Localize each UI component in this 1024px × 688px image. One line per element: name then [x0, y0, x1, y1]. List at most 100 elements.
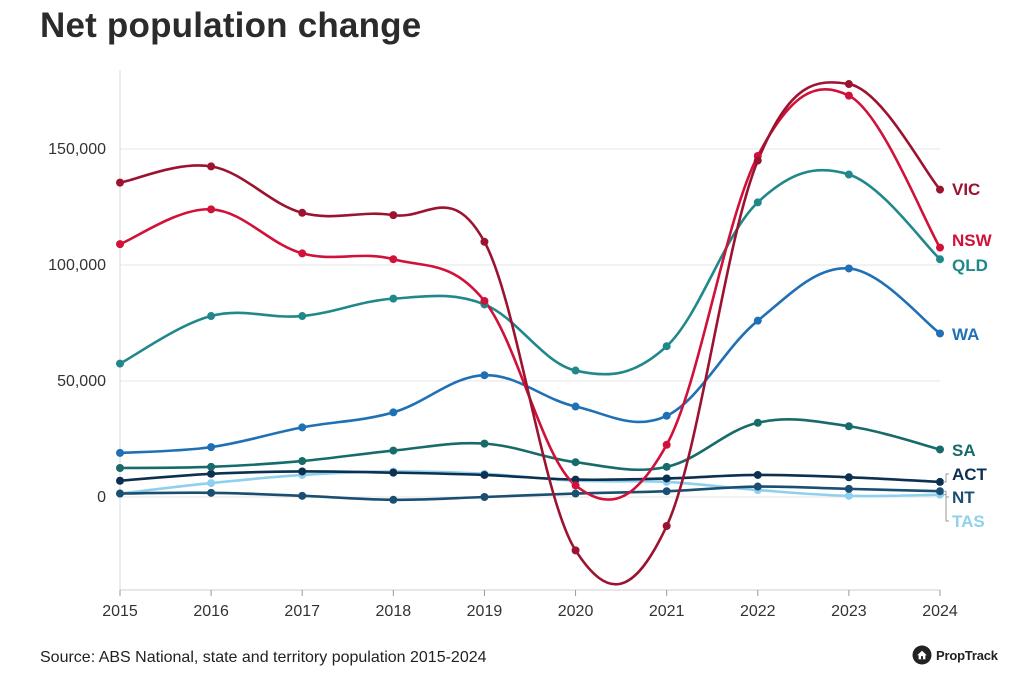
data-point-tas [207, 479, 216, 488]
end-label-sa: SA [952, 441, 976, 460]
data-point-act [844, 473, 853, 482]
data-point-qld [753, 198, 762, 207]
data-point-act [936, 477, 944, 486]
chart-title: Net population change [40, 6, 422, 45]
data-point-nt [662, 487, 671, 496]
series-line-nsw [119, 87, 942, 501]
data-point-vic [480, 237, 489, 246]
data-point-vic [389, 211, 398, 220]
end-label-tas: TAS [952, 512, 985, 531]
data-point-nsw [298, 249, 307, 258]
data-point-vic [844, 80, 853, 89]
data-point-vic [298, 208, 307, 217]
data-point-sa [116, 464, 124, 472]
source-note: Source: ABS National, state and territor… [40, 649, 487, 666]
data-point-act [480, 470, 489, 479]
series-line-vic [119, 81, 941, 586]
x-tick-label: 2019 [467, 603, 503, 620]
data-point-vic [571, 546, 580, 555]
data-point-vic [753, 156, 762, 165]
series-points [116, 80, 944, 555]
data-point-nsw [116, 240, 124, 249]
y-axis-ticks: 0 50,000 100,000 150,000 [48, 141, 106, 506]
data-point-act [298, 467, 307, 476]
data-point-nsw [844, 91, 853, 100]
y-tick-label: 100,000 [48, 257, 106, 274]
data-point-nsw [936, 243, 944, 252]
data-point-nsw [480, 296, 489, 305]
data-point-wa [936, 329, 944, 338]
brand-name: PropTrack [936, 647, 998, 663]
data-point-wa [116, 448, 124, 457]
end-label-qld: QLD [952, 256, 988, 275]
data-point-sa [298, 457, 307, 466]
data-point-wa [662, 411, 671, 420]
data-point-sa [207, 462, 216, 471]
data-point-qld [662, 342, 671, 351]
data-point-nt [571, 489, 580, 498]
data-point-wa [207, 443, 216, 452]
series-line-qld [119, 168, 941, 376]
gridlines [119, 70, 940, 591]
end-label-vic: VIC [952, 180, 980, 199]
data-point-qld [936, 255, 944, 264]
data-point-nt [207, 488, 216, 497]
label-connector-nt [943, 490, 949, 498]
data-point-nsw [662, 440, 671, 449]
label-connector-tas [943, 494, 949, 522]
data-point-nsw [207, 205, 216, 214]
data-point-qld [571, 366, 580, 375]
data-point-sa [753, 418, 762, 427]
data-point-wa [844, 264, 853, 273]
x-tick-label: 2023 [831, 603, 867, 620]
data-point-vic [116, 178, 124, 187]
data-point-nsw [389, 255, 398, 264]
data-point-qld [298, 312, 307, 321]
data-point-act [753, 470, 762, 479]
data-point-nsw [571, 481, 580, 490]
data-point-act [571, 475, 580, 484]
x-axis-ticks: 2015 2016 2017 2018 2019 2020 2021 2022 2023 2024 [102, 590, 958, 620]
data-point-act [662, 474, 671, 483]
end-label-nt: NT [952, 488, 975, 507]
end-label-wa: WA [952, 325, 979, 344]
data-point-wa [480, 371, 489, 380]
data-point-nt [936, 487, 944, 496]
data-point-act [207, 469, 216, 478]
data-point-qld [207, 312, 216, 321]
data-point-sa [480, 439, 489, 448]
data-point-qld [389, 294, 398, 303]
brand-logo: PropTrack [912, 645, 998, 665]
data-point-act [389, 468, 398, 477]
series-lines [119, 81, 942, 586]
data-point-sa [389, 446, 398, 455]
data-point-sa [662, 462, 671, 471]
y-tick-label: 50,000 [57, 373, 106, 390]
x-tick-label: 2015 [102, 603, 138, 620]
x-tick-label: 2017 [284, 603, 320, 620]
data-point-wa [389, 408, 398, 417]
end-label-nsw: NSW [952, 231, 993, 250]
end-labels: TAS NT ACT SA WA QLD NSW VIC [943, 180, 993, 531]
data-point-sa [936, 445, 944, 454]
data-point-tas [844, 491, 853, 500]
data-point-wa [298, 423, 307, 432]
data-point-nt [480, 493, 489, 501]
series-line-sa [119, 418, 941, 472]
data-point-vic [662, 522, 671, 530]
data-point-vic [936, 185, 944, 194]
x-tick-label: 2024 [922, 603, 958, 620]
y-tick-label: 150,000 [48, 141, 106, 158]
data-point-qld [844, 170, 853, 179]
y-tick-label: 0 [97, 489, 106, 506]
x-tick-label: 2018 [376, 603, 412, 620]
x-tick-label: 2020 [558, 603, 594, 620]
data-point-wa [753, 316, 762, 325]
data-point-vic [207, 162, 216, 171]
x-tick-label: 2022 [740, 603, 776, 620]
data-point-sa [571, 458, 580, 467]
x-tick-label: 2016 [193, 603, 229, 620]
series-line-nt [119, 485, 941, 502]
data-point-qld [116, 359, 124, 368]
